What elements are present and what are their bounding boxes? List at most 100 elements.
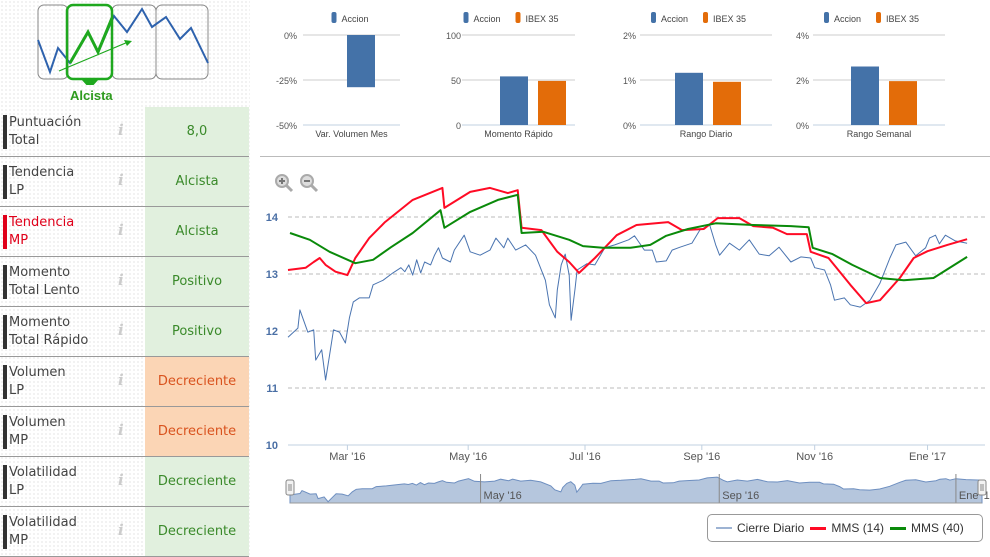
divider bbox=[260, 156, 990, 157]
legend-item-mms40[interactable]: MMS (40) bbox=[890, 521, 964, 535]
trend-label: Alcista bbox=[70, 88, 113, 103]
bar-accion[interactable] bbox=[347, 35, 375, 88]
legend-label[interactable]: Accion bbox=[474, 14, 501, 24]
row-label: Volatilidad MP bbox=[9, 515, 77, 548]
y-tick-label: 0% bbox=[623, 121, 636, 131]
x-tick-label: Mar '16 bbox=[329, 451, 365, 463]
legend-item-close[interactable]: Cierre Diario bbox=[716, 521, 804, 535]
legend-swatch-icon bbox=[651, 12, 656, 23]
score-row: Volumen LP i Decreciente bbox=[0, 357, 249, 407]
y-tick-label: 100 bbox=[446, 31, 461, 41]
info-icon[interactable]: i bbox=[118, 421, 124, 439]
bar-ibex-35[interactable] bbox=[889, 81, 917, 125]
y-tick-label: 1% bbox=[623, 76, 636, 86]
left-navigator-handle[interactable] bbox=[285, 479, 295, 496]
y-tick-label: -25% bbox=[276, 76, 297, 86]
row-marker bbox=[3, 115, 7, 149]
score-row: Volatilidad LP i Decreciente bbox=[0, 457, 249, 507]
row-value: Decreciente bbox=[145, 507, 249, 556]
x-tick-label: Jul '16 bbox=[569, 451, 600, 463]
y-tick-label: 12 bbox=[266, 326, 278, 338]
row-label: Momento Total Lento bbox=[9, 265, 80, 298]
legend-swatch-icon bbox=[876, 12, 881, 23]
chart-title: Momento Rápido bbox=[484, 129, 553, 139]
row-marker bbox=[3, 215, 7, 249]
row-marker bbox=[3, 365, 7, 399]
chart-title: Var. Volumen Mes bbox=[315, 129, 388, 139]
x-tick-label: Nov '16 bbox=[796, 451, 833, 463]
info-icon[interactable]: i bbox=[118, 121, 124, 139]
legend-swatch-icon bbox=[824, 12, 829, 23]
row-label: Volatilidad LP bbox=[9, 465, 77, 498]
info-icon[interactable]: i bbox=[118, 221, 124, 239]
mini-chart-3: 4% 2% 0% Rango Semanal Accion IBEX 35 bbox=[796, 12, 945, 139]
bar-ibex-35[interactable] bbox=[713, 81, 741, 125]
info-icon[interactable]: i bbox=[118, 171, 124, 189]
info-icon[interactable]: i bbox=[118, 471, 124, 489]
y-tick-label: -50% bbox=[276, 121, 297, 131]
legend-label: MMS (40) bbox=[911, 521, 964, 535]
mini-chart-0: 0% -25% -50% Var. Volumen Mes Accion bbox=[276, 12, 400, 139]
legend-item-mms14[interactable]: MMS (14) bbox=[810, 521, 884, 535]
legend-label[interactable]: IBEX 35 bbox=[526, 14, 559, 24]
y-tick-label: 2% bbox=[796, 76, 809, 86]
mini-chart-1: 100 50 0 Momento Rápido Accion IBEX 35 bbox=[446, 12, 575, 139]
series-close bbox=[287, 224, 968, 381]
row-value: Positivo bbox=[145, 307, 249, 356]
row-label: Volumen LP bbox=[9, 365, 66, 398]
line-swatch-icon bbox=[810, 526, 827, 530]
row-marker bbox=[3, 165, 7, 199]
row-value: Positivo bbox=[145, 257, 249, 306]
legend-swatch-icon bbox=[515, 12, 521, 23]
legend-label: MMS (14) bbox=[831, 521, 885, 535]
row-label: Tendencia LP bbox=[9, 165, 75, 198]
score-row: Volatilidad MP i Decreciente bbox=[0, 507, 249, 557]
bar-accion[interactable] bbox=[851, 66, 879, 126]
y-tick-label: 4% bbox=[796, 31, 809, 41]
legend-label[interactable]: IBEX 35 bbox=[713, 14, 746, 24]
series-mms14 bbox=[287, 186, 968, 305]
y-tick-label: 13 bbox=[266, 269, 278, 281]
trend-indicator-icon bbox=[37, 3, 209, 85]
row-value: Decreciente bbox=[145, 407, 249, 456]
legend-swatch-icon bbox=[463, 12, 469, 23]
legend-label[interactable]: Accion bbox=[342, 14, 369, 24]
info-icon[interactable]: i bbox=[118, 321, 124, 339]
legend-label[interactable]: Accion bbox=[834, 14, 861, 24]
bar-accion[interactable] bbox=[675, 72, 703, 125]
score-panel: Alcista Puntuación Total i 8,0 Tendencia L… bbox=[0, 0, 250, 557]
y-tick-label: 0% bbox=[284, 31, 297, 41]
chart-title: Rango Semanal bbox=[847, 129, 912, 139]
chart-legend: Cierre Diario MMS (14) MMS (40) bbox=[707, 514, 983, 542]
row-marker bbox=[3, 315, 7, 349]
info-icon[interactable]: i bbox=[118, 371, 124, 389]
grip-icon bbox=[288, 484, 292, 491]
zoom-out-icon[interactable] bbox=[299, 173, 319, 193]
y-tick-label: 10 bbox=[266, 440, 278, 452]
series-mms40 bbox=[289, 193, 968, 282]
bar-ibex-35[interactable] bbox=[538, 80, 566, 125]
row-value: Decreciente bbox=[145, 457, 249, 506]
info-icon[interactable]: i bbox=[118, 521, 124, 539]
zoom-in-icon[interactable] bbox=[274, 173, 294, 193]
legend-swatch-icon bbox=[703, 12, 708, 23]
y-tick-label: 14 bbox=[266, 212, 279, 224]
score-row: Volumen MP i Decreciente bbox=[0, 407, 249, 457]
line-swatch-icon bbox=[716, 527, 732, 529]
row-marker bbox=[3, 515, 7, 549]
row-label: Tendencia MP bbox=[9, 215, 75, 248]
mini-chart-2: 2% 1% 0% Rango Diario Accion IBEX 35 bbox=[623, 12, 772, 139]
navigator-label: Sep '16 bbox=[722, 490, 759, 502]
row-label: Momento Total Rápido bbox=[9, 315, 89, 348]
y-tick-label: 0 bbox=[456, 121, 461, 131]
legend-label[interactable]: IBEX 35 bbox=[886, 14, 919, 24]
right-navigator-handle[interactable] bbox=[977, 479, 987, 496]
row-marker bbox=[3, 265, 7, 299]
row-value: Alcista bbox=[145, 207, 249, 256]
navigator-area[interactable] bbox=[289, 476, 983, 504]
info-icon[interactable]: i bbox=[118, 271, 124, 289]
legend-label[interactable]: Accion bbox=[661, 14, 688, 24]
x-tick-label: May '16 bbox=[449, 451, 487, 463]
bar-accion[interactable] bbox=[500, 76, 528, 125]
